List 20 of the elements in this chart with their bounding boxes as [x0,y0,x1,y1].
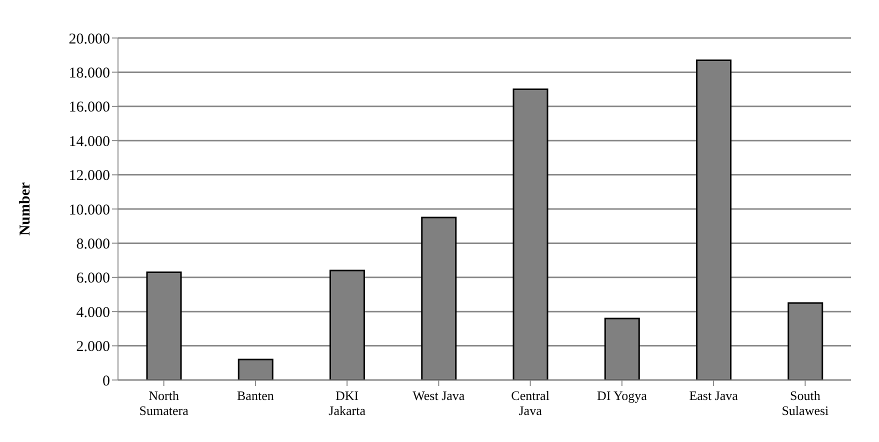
x-tick-label: Central Java [511,388,550,418]
y-tick-label: 10.000 [68,202,110,218]
y-tick-label: 0 [102,373,110,390]
x-tick-label: East Java [689,388,738,403]
y-tick-label: 18.000 [68,66,110,82]
y-tick-label: 2.000 [76,339,110,356]
y-tick-label: 14.000 [68,134,110,150]
x-tick-label: North Sumatera [139,388,189,418]
y-tick-label: 8.000 [76,236,110,253]
y-tick-label: 20.000 [68,31,110,48]
x-tick-label: Banten [237,388,274,403]
y-tick-label: 4.000 [76,304,110,321]
x-tick-label: DI Yogya [597,388,648,403]
x-tick-label: South Sulawesi [782,388,830,418]
y-tick-label: 16.000 [68,100,110,116]
x-tick-label: West Java [412,388,465,403]
y-axis-title: Number [17,182,34,236]
y-tick-label: 6.000 [76,270,110,287]
x-tick-label: DKI Jakarta [328,388,366,418]
y-tick-label: 12.000 [68,168,110,184]
